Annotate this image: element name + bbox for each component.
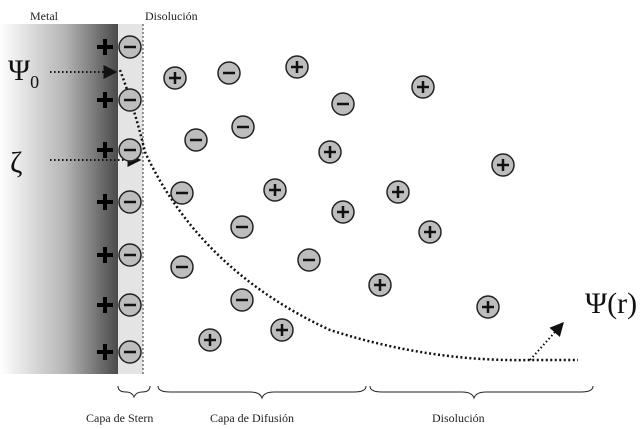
ions <box>97 36 514 363</box>
solution-top-label: Disolución <box>145 9 198 23</box>
zeta-label: ζ <box>10 146 22 179</box>
stern-label: Capa de Stern <box>86 411 153 425</box>
psi-subscript: 0 <box>30 72 39 92</box>
psi-symbol: Ψ <box>8 54 31 87</box>
solution-brace <box>370 386 593 398</box>
diffusion-label: Capa de Difusión <box>210 411 294 425</box>
diffusion-brace <box>158 386 366 398</box>
psi-r-arrow <box>530 323 563 360</box>
metal-label: Metal <box>30 9 59 23</box>
psi-r-label: Ψ(r) <box>585 287 637 320</box>
stern-brace <box>118 386 150 397</box>
double-layer-diagram: Metal Disolución Ψ0 ζ Ψ(r) Capa de Stern… <box>0 0 641 429</box>
solution-bottom-label: Disolución <box>432 411 485 425</box>
